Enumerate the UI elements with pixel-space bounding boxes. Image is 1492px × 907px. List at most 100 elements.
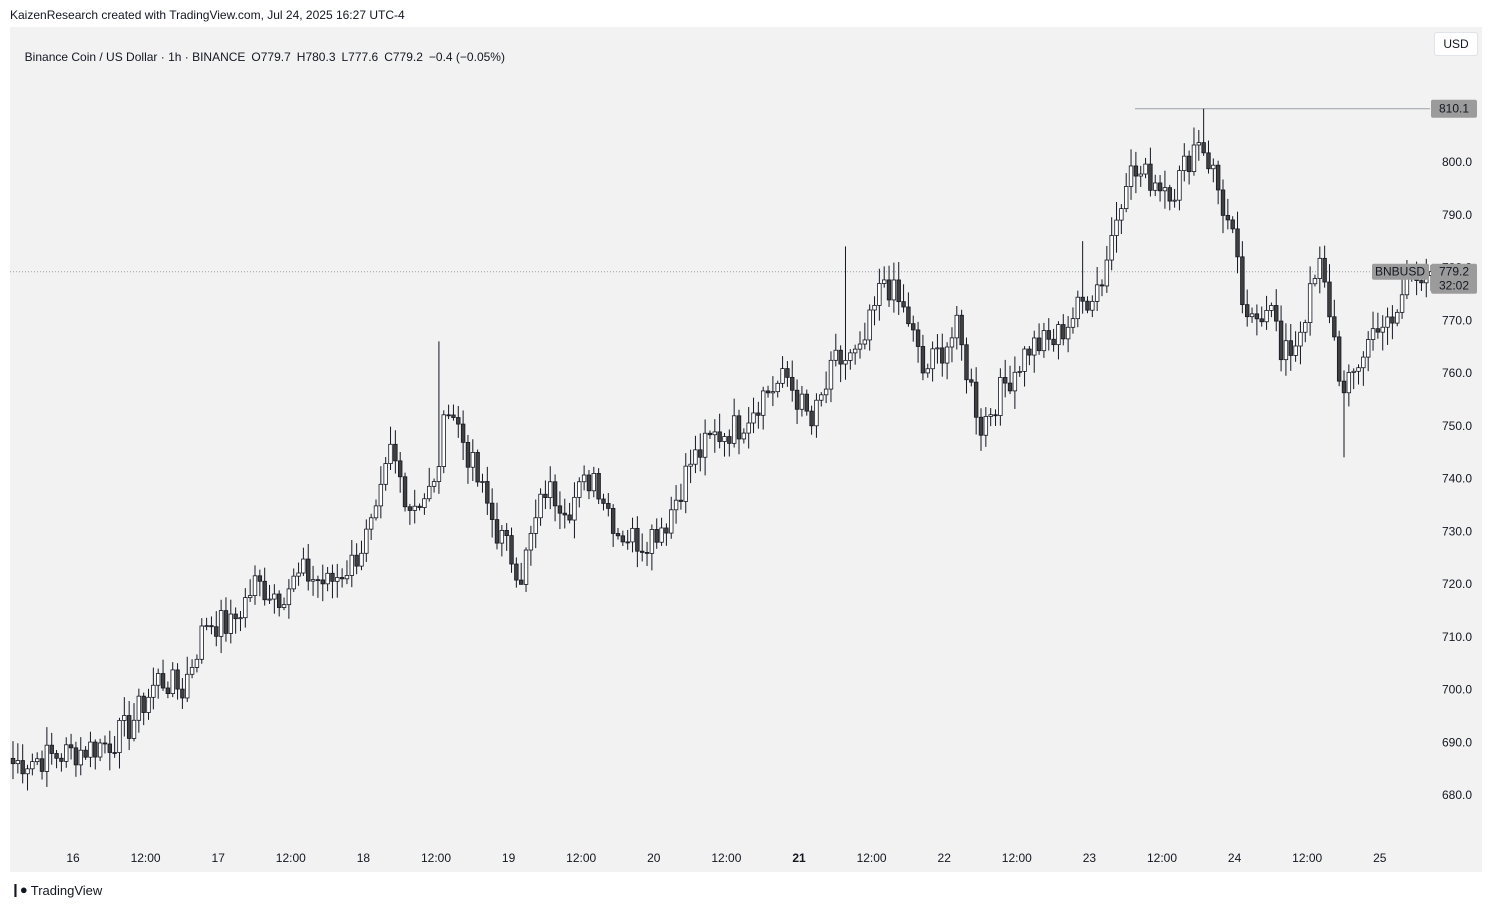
candle-body xyxy=(214,626,219,637)
candle-body xyxy=(451,414,456,418)
candle-body xyxy=(543,493,548,499)
candle-body xyxy=(669,509,674,534)
y-tick-label: 790.0 xyxy=(1442,208,1472,222)
candle-body xyxy=(698,449,703,458)
candle-body xyxy=(901,301,906,308)
candle-body xyxy=(68,744,74,749)
candle-body xyxy=(915,329,921,347)
candle-body xyxy=(896,279,901,303)
candle-body xyxy=(335,577,340,582)
y-tick-label: 760.0 xyxy=(1442,366,1472,380)
countdown-label: 32:02 xyxy=(1439,279,1469,293)
candle-body xyxy=(112,752,117,754)
candle-body xyxy=(1022,348,1027,372)
candle-body xyxy=(1041,330,1047,352)
candle-body xyxy=(1138,173,1143,177)
candle-body xyxy=(44,744,50,772)
candle-body xyxy=(73,747,79,766)
candle-body xyxy=(552,481,558,507)
candle-body xyxy=(489,502,495,520)
candle-body xyxy=(315,579,321,582)
candle-body xyxy=(494,519,500,544)
candle-body xyxy=(480,481,485,483)
candle-body xyxy=(693,449,698,465)
candle-body xyxy=(378,483,384,507)
candle-body xyxy=(935,347,940,350)
candle-body xyxy=(388,443,393,464)
candle-body xyxy=(843,360,848,365)
candle-body xyxy=(344,575,350,580)
candle-body xyxy=(155,673,161,686)
candle-body xyxy=(15,760,21,765)
candle-body xyxy=(354,554,359,567)
candle-body xyxy=(349,554,354,576)
candle-body xyxy=(577,481,582,498)
candle-body xyxy=(373,505,379,519)
candle-body xyxy=(1322,257,1327,283)
candle-body xyxy=(514,563,519,581)
candle-body xyxy=(218,610,224,637)
candle-body xyxy=(819,394,824,401)
x-tick-label: 12:00 xyxy=(857,851,887,865)
candle-body xyxy=(761,390,766,416)
candle-body xyxy=(83,749,88,758)
candle-body xyxy=(165,687,171,695)
candle-body xyxy=(1032,337,1037,356)
candle-body xyxy=(944,346,950,364)
x-tick-label: 22 xyxy=(938,851,952,865)
candle-body xyxy=(572,496,577,521)
candle-body xyxy=(233,613,238,620)
x-tick-label: 17 xyxy=(212,851,226,865)
candle-body xyxy=(364,528,369,554)
candle-body xyxy=(78,749,83,766)
candle-body xyxy=(930,348,935,370)
candle-body xyxy=(93,741,98,758)
candle-body xyxy=(194,658,200,668)
candle-body xyxy=(1259,318,1264,323)
candle-body xyxy=(649,529,655,554)
candle-body xyxy=(727,436,732,444)
candle-body xyxy=(1361,356,1366,369)
candle-body xyxy=(1346,372,1352,394)
candle-body xyxy=(1215,164,1221,191)
candle-body xyxy=(1196,142,1201,146)
candle-body xyxy=(1036,337,1042,352)
candle-body xyxy=(1332,316,1337,338)
candle-body xyxy=(291,575,296,590)
symbol-tag-label: BNBUSD xyxy=(1375,265,1425,279)
candle-body xyxy=(615,533,621,537)
x-tick-label: 25 xyxy=(1373,851,1387,865)
candle-body xyxy=(799,393,805,410)
candle-body xyxy=(1303,322,1308,333)
candle-body xyxy=(635,527,640,552)
candle-body xyxy=(523,549,529,585)
candle-body xyxy=(243,597,248,619)
candle-body xyxy=(107,743,112,753)
candle-body xyxy=(1307,283,1313,323)
candle-body xyxy=(276,593,282,608)
currency-button[interactable]: USD xyxy=(1434,32,1478,56)
x-tick-label: 12:00 xyxy=(421,851,451,865)
candle-body xyxy=(117,720,122,753)
candle-body xyxy=(417,505,422,508)
candle-body xyxy=(320,579,325,585)
x-tick-label: 21 xyxy=(792,851,806,865)
last-price-tag xyxy=(1431,263,1477,294)
candle-body xyxy=(620,535,626,543)
candle-body xyxy=(1278,320,1284,361)
candle-body xyxy=(920,346,926,374)
chart-credit: KaizenResearch created with TradingView.… xyxy=(10,8,405,22)
chart-pane[interactable] xyxy=(10,27,1482,872)
candle-body xyxy=(257,575,263,582)
candle-body xyxy=(122,715,127,721)
candle-body xyxy=(1104,259,1110,287)
candle-body xyxy=(877,283,882,306)
candle-body xyxy=(1395,311,1400,324)
candle-body xyxy=(717,431,722,442)
candle-body xyxy=(1162,187,1168,192)
candle-body xyxy=(780,368,785,384)
candle-body xyxy=(1157,182,1163,192)
candle-body xyxy=(1375,328,1381,333)
candle-body xyxy=(969,379,974,383)
